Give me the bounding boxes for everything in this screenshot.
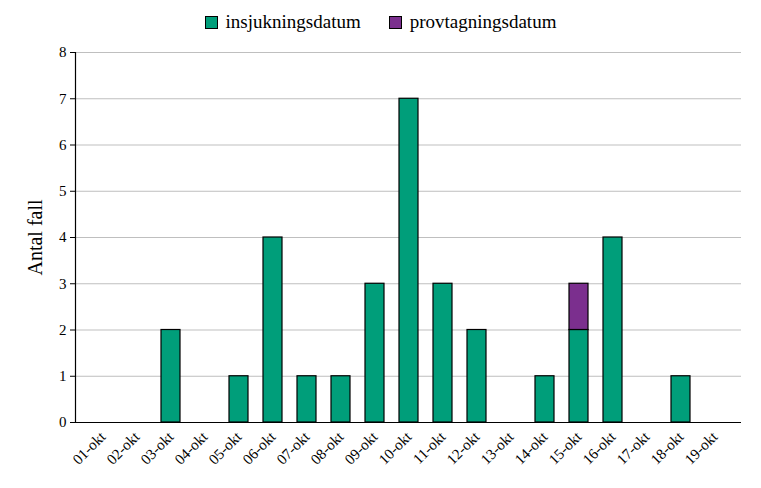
svg-text:16-okt: 16-okt <box>580 428 620 468</box>
svg-text:07-okt: 07-okt <box>274 428 314 468</box>
svg-text:Antal fall: Antal fall <box>24 199 46 276</box>
svg-text:5: 5 <box>59 183 67 199</box>
svg-text:3: 3 <box>59 276 67 292</box>
svg-text:01-okt: 01-okt <box>70 428 110 468</box>
svg-text:6: 6 <box>59 137 67 153</box>
html-text:provtagningsdatum: provtagningsdatum <box>409 11 557 32</box>
svg-text:15-okt: 15-okt <box>546 428 586 468</box>
svg-text:05-okt: 05-okt <box>206 428 246 468</box>
svg-text:4: 4 <box>59 229 67 245</box>
svg-text:09-okt: 09-okt <box>342 428 382 468</box>
svg-text:04-okt: 04-okt <box>172 428 212 468</box>
svg-text:18-okt: 18-okt <box>648 428 688 468</box>
svg-text:13-okt: 13-okt <box>478 428 518 468</box>
svg-text:11-okt: 11-okt <box>410 428 449 467</box>
svg-text:06-okt: 06-okt <box>240 428 280 468</box>
svg-text:17-okt: 17-okt <box>614 428 654 468</box>
html-text:insjukningsdatum: insjukningsdatum <box>225 11 361 32</box>
svg-text:03-okt: 03-okt <box>138 428 178 468</box>
svg-text:1: 1 <box>59 368 67 384</box>
svg-text:02-okt: 02-okt <box>104 428 144 468</box>
svg-text:14-okt: 14-okt <box>512 428 552 468</box>
svg-text:7: 7 <box>59 91 67 107</box>
svg-text:2: 2 <box>59 322 67 338</box>
svg-text:19-okt: 19-okt <box>682 428 722 468</box>
svg-text:10-okt: 10-okt <box>376 428 416 468</box>
svg-text:0: 0 <box>59 414 67 430</box>
svg-text:8: 8 <box>59 44 67 60</box>
svg-text:12-okt: 12-okt <box>444 428 484 468</box>
svg-text:08-okt: 08-okt <box>308 428 348 468</box>
